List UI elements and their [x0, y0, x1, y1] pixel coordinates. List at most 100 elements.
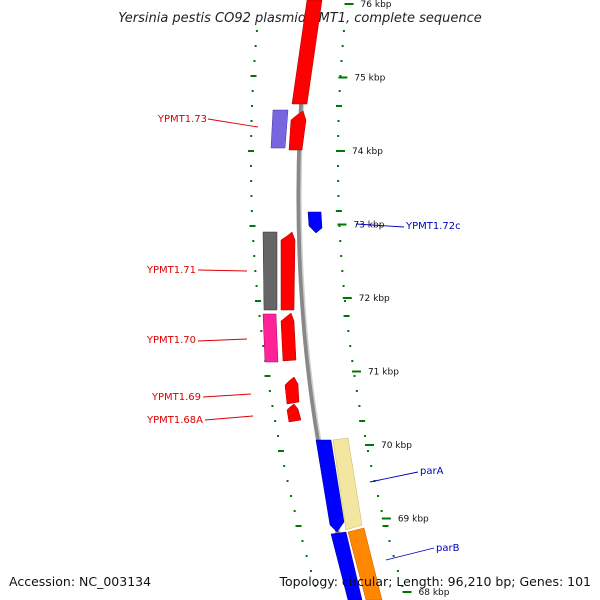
tick-label: 75 kbp — [354, 74, 385, 84]
gc-dot — [337, 135, 340, 137]
gc-dot — [340, 255, 343, 257]
gene-label-parb: parB — [436, 543, 460, 554]
gene-label-ypmt1-72c: YPMT1.72c — [405, 221, 461, 232]
gc-dot — [367, 450, 369, 452]
gc-dot — [309, 570, 312, 572]
map-title: Yersinia pestis CO92 plasmid pMT1, compl… — [118, 11, 482, 26]
tick-label: 74 kbp — [352, 147, 383, 157]
gc-dot — [337, 195, 340, 197]
tick-label: 69 kbp — [398, 515, 429, 525]
gc-dot — [255, 300, 261, 302]
sequence-summary: Topology: circular; Length: 96,210 bp; G… — [278, 574, 591, 589]
gc-dot — [370, 465, 373, 467]
gc-dot — [401, 585, 404, 587]
gc-dot — [388, 540, 391, 542]
gc-dot — [253, 255, 256, 257]
gc-dot — [251, 105, 254, 107]
gc-dot — [340, 60, 343, 62]
gc-dot — [250, 120, 253, 122]
accession-label: Accession: NC_003134 — [9, 574, 151, 589]
gc-dot — [349, 345, 352, 347]
gc-dot — [342, 30, 345, 32]
reverse-cds-para — [315, 439, 345, 533]
gc-dot — [358, 405, 361, 407]
kbp-ticks: 76 kbp 75 kbp 74 kbp 73 kbp 72 kbp 71 kbp 70 k… — [335, 0, 450, 598]
gc-dot — [337, 120, 340, 122]
gc-dot — [283, 465, 286, 467]
gc-dot — [335, 210, 342, 212]
tick-label: 72 kbp — [359, 294, 390, 304]
gc-dot — [250, 75, 257, 77]
gc-dot — [278, 450, 284, 452]
forward-cds-ypmt1-71 — [280, 231, 296, 311]
gc-dot — [293, 510, 296, 512]
gc-dot — [359, 420, 366, 422]
gc-dot — [286, 480, 289, 482]
gc-dot — [264, 375, 271, 377]
tick-label: 73 kbp — [353, 221, 384, 231]
reverse-cds-parb — [330, 531, 363, 600]
gc-dot — [337, 180, 340, 182]
tick-label: 70 kbp — [381, 441, 412, 451]
gene-labels: YPMT1.73 YPMT1.72c YPMT1.71 YPMT1.70 YPM… — [146, 114, 461, 554]
gc-dot — [254, 45, 257, 47]
gc-dot — [339, 75, 342, 77]
gc-dot — [342, 285, 345, 287]
gc-dot — [248, 150, 254, 152]
label-line-ypmt1-71 — [197, 269, 248, 272]
gc-dot — [338, 225, 341, 227]
gc-dot — [249, 165, 252, 167]
gc-dot — [380, 510, 383, 512]
gc-dot — [336, 105, 343, 107]
label-line-para — [369, 471, 419, 483]
gc-dot — [271, 405, 274, 407]
orange-feature-parb — [347, 527, 383, 600]
gc-dot — [262, 345, 265, 347]
purple-feature-ypmt1-73 — [270, 109, 289, 149]
reverse-cds-ypmt1-72c — [307, 211, 323, 234]
tick-label: 68 kbp — [419, 588, 450, 598]
gene-label-ypmt1-73: YPMT1.73 — [157, 114, 207, 125]
magenta-feature-ypmt1-70 — [262, 313, 279, 363]
gene-label-para: parA — [420, 466, 444, 477]
gc-dot — [353, 375, 356, 377]
gc-dot — [295, 525, 302, 527]
inner-features — [332, 437, 383, 600]
gc-dot — [396, 570, 399, 572]
gc-dot — [339, 240, 342, 242]
label-line-ypmt1-70 — [197, 338, 248, 342]
forward-cds-ypmt1-70 — [280, 312, 297, 362]
gc-dot — [392, 555, 395, 557]
outer-features — [262, 109, 289, 363]
gray-feature-ypmt1-71 — [262, 231, 278, 311]
pale-yellow-feature-para — [332, 437, 363, 531]
gc-dot — [255, 285, 258, 287]
gc-dot — [382, 525, 389, 527]
gc-dot — [347, 330, 350, 332]
gene-label-lines — [197, 118, 435, 561]
label-line-ypmt1-68a — [204, 415, 254, 421]
gene-label-ypmt1-69: YPMT1.69 — [151, 392, 201, 403]
gc-dot — [249, 225, 256, 227]
forward-cds-ypmt1-68a — [286, 403, 302, 423]
gc-dot — [355, 390, 358, 392]
gc-dot — [344, 300, 346, 302]
gc-dot — [314, 585, 317, 587]
label-line-parb — [385, 547, 435, 561]
gc-dot — [268, 390, 271, 392]
gc-dot — [276, 435, 279, 437]
gc-dot — [250, 195, 253, 197]
gc-dot — [253, 60, 256, 62]
gc-dot — [250, 210, 253, 212]
label-line-ypmt1-69 — [202, 393, 252, 398]
forward-cds-ypmt1-69 — [284, 376, 300, 405]
tick-label: 71 kbp — [368, 368, 399, 378]
gc-dot — [250, 180, 253, 182]
gene-label-ypmt1-71: YPMT1.71 — [146, 265, 196, 276]
gc-dot — [351, 360, 354, 362]
gc-dot — [290, 495, 293, 497]
gene-label-ypmt1-70: YPMT1.70 — [146, 335, 196, 346]
forward-strand-features — [280, 0, 323, 423]
tick-label: 76 kbp — [361, 0, 392, 10]
